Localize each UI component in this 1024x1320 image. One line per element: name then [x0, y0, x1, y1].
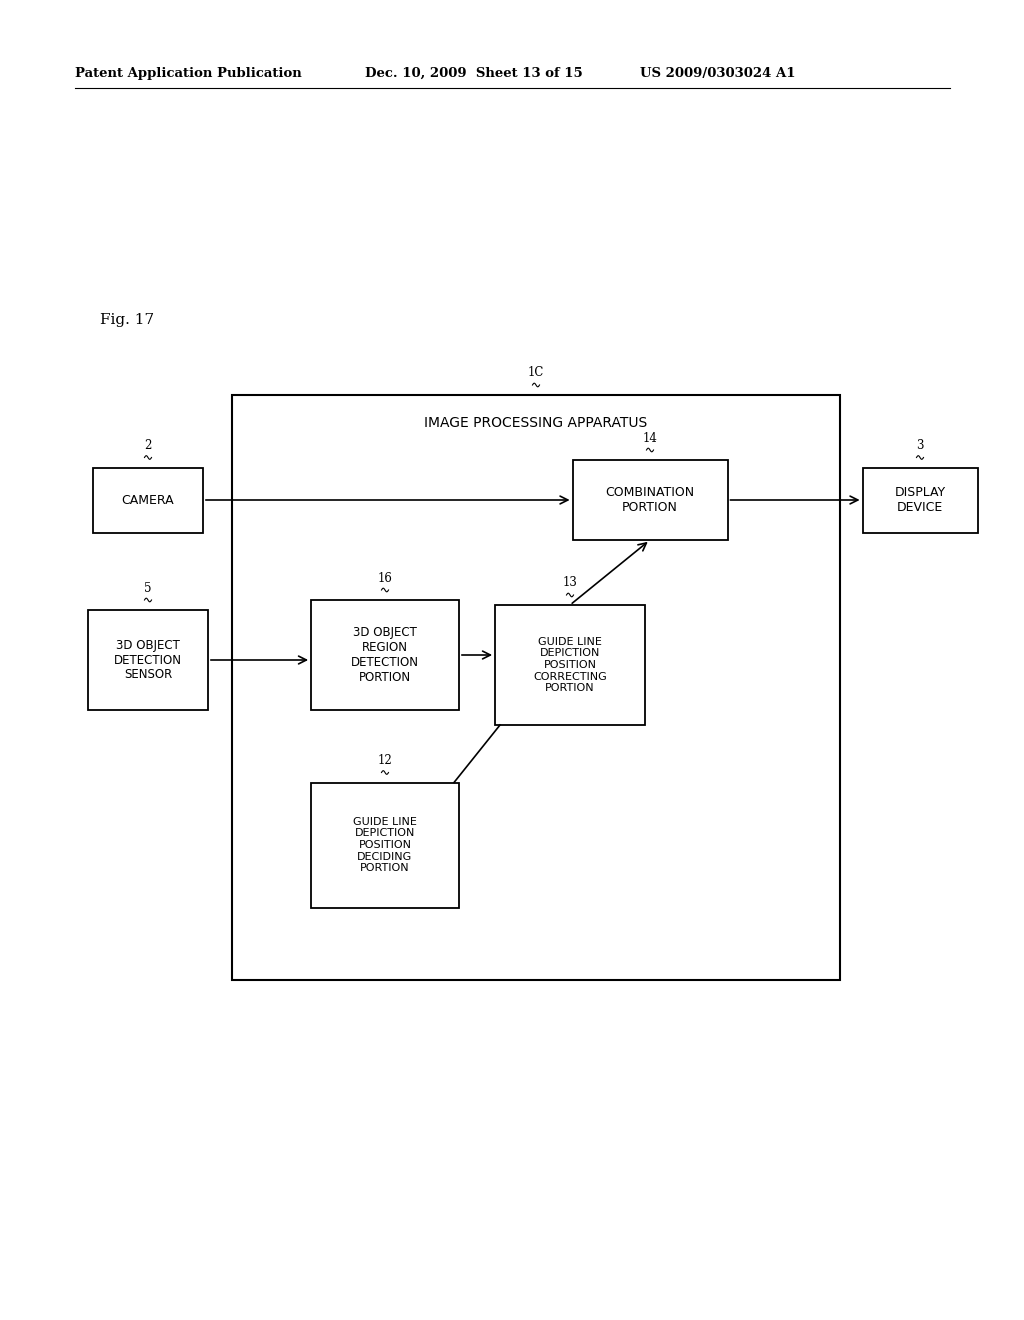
Bar	[311, 783, 459, 908]
Text: 16: 16	[378, 572, 392, 585]
Text: Dec. 10, 2009  Sheet 13 of 15: Dec. 10, 2009 Sheet 13 of 15	[365, 66, 583, 79]
Text: Patent Application Publication: Patent Application Publication	[75, 66, 302, 79]
Text: 12: 12	[378, 754, 392, 767]
Text: COMBINATION
PORTION: COMBINATION PORTION	[605, 486, 694, 513]
Text: 3D OBJECT
REGION
DETECTION
PORTION: 3D OBJECT REGION DETECTION PORTION	[351, 626, 419, 684]
Text: CAMERA: CAMERA	[122, 494, 174, 507]
Text: 2: 2	[144, 440, 152, 451]
Bar	[232, 395, 840, 979]
Text: 14: 14	[643, 432, 657, 445]
Text: 3: 3	[916, 440, 924, 451]
Bar	[88, 610, 208, 710]
Text: GUIDE LINE
DEPICTION
POSITION
CORRECTING
PORTION: GUIDE LINE DEPICTION POSITION CORRECTING…	[534, 636, 607, 693]
Text: 13: 13	[562, 577, 578, 590]
Text: IMAGE PROCESSING APPARATUS: IMAGE PROCESSING APPARATUS	[424, 416, 647, 430]
Text: 5: 5	[144, 582, 152, 594]
Bar	[862, 467, 978, 532]
Text: DISPLAY
DEVICE: DISPLAY DEVICE	[894, 486, 945, 513]
Bar	[93, 467, 203, 532]
Text: Fig. 17: Fig. 17	[100, 313, 155, 327]
Text: GUIDE LINE
DEPICTION
POSITION
DECIDING
PORTION: GUIDE LINE DEPICTION POSITION DECIDING P…	[353, 817, 417, 874]
Bar	[572, 459, 727, 540]
Bar	[311, 601, 459, 710]
Text: 3D OBJECT
DETECTION
SENSOR: 3D OBJECT DETECTION SENSOR	[114, 639, 182, 681]
Text: 1C: 1C	[527, 367, 544, 379]
Text: US 2009/0303024 A1: US 2009/0303024 A1	[640, 66, 796, 79]
Bar	[495, 605, 645, 725]
